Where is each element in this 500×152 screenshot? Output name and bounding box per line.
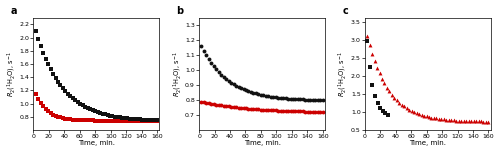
Y-axis label: $R_2$($^1$H$_2$O), s$^{-1}$: $R_2$($^1$H$_2$O), s$^{-1}$ [172,51,183,97]
Y-axis label: $R_2$($^1$H$_2$O), s$^{-1}$: $R_2$($^1$H$_2$O), s$^{-1}$ [337,51,349,97]
Text: c: c [342,6,348,16]
X-axis label: Time, min.: Time, min. [78,140,115,146]
Y-axis label: $R_2$($^1$H$_2$O), s$^{-1}$: $R_2$($^1$H$_2$O), s$^{-1}$ [6,51,18,97]
X-axis label: Time, min.: Time, min. [244,140,281,146]
X-axis label: Time, min.: Time, min. [410,140,447,146]
Text: b: b [176,6,184,16]
Text: a: a [10,6,17,16]
